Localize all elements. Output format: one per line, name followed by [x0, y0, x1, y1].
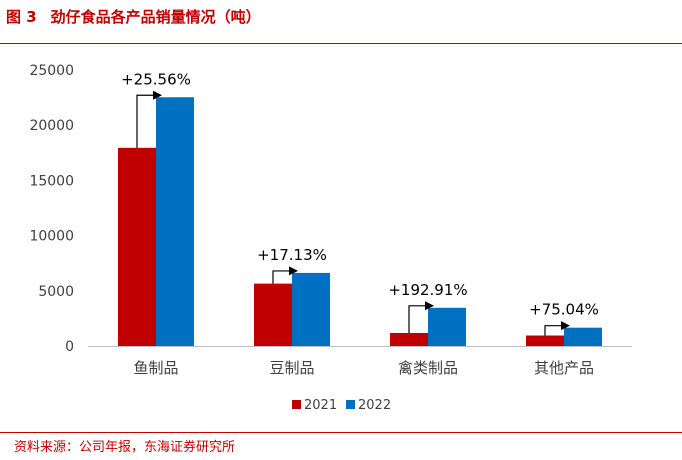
annotations: +25.56% +17.13% +192.91% +75.04% — [121, 70, 599, 336]
growth-label: +17.13% — [257, 246, 327, 264]
legend: 2021 2022 — [292, 398, 391, 413]
growth-arrowhead — [289, 266, 298, 276]
figure-title: 图 3 劲仔食品各产品销量情况（吨） — [6, 5, 261, 29]
growth-arrow — [272, 270, 294, 284]
legend-label: 2021 — [304, 398, 337, 413]
bar-2021 — [526, 335, 564, 346]
bar-2022 — [156, 97, 194, 346]
figure-number: 图 3 — [6, 8, 37, 26]
y-tick-label: 15000 — [29, 173, 74, 189]
growth-arrowhead — [561, 321, 570, 331]
bars — [118, 97, 602, 346]
bar-2021 — [390, 332, 428, 346]
growth-arrow — [408, 305, 430, 333]
growth-label: +75.04% — [529, 301, 599, 319]
legend-swatch — [292, 400, 301, 409]
y-tick-label: 25000 — [29, 63, 74, 79]
legend-label: 2022 — [358, 398, 391, 413]
bar-chart: 0 5000 10000 15000 20000 25000 +25.56% +17.13%… — [29, 63, 632, 413]
growth-label: +192.91% — [388, 281, 467, 299]
x-tick-label: 禽类制品 — [398, 359, 458, 377]
growth-arrowhead — [425, 301, 434, 311]
y-axis: 0 5000 10000 15000 20000 25000 — [29, 63, 74, 355]
bar-2021 — [118, 147, 156, 346]
x-axis: 鱼制品 豆制品 禽类制品 其他产品 — [88, 346, 632, 377]
source-note: 资料来源：公司年报，东海证券研究所 — [14, 440, 236, 455]
x-tick-label: 豆制品 — [269, 359, 314, 377]
y-tick-label: 5000 — [38, 284, 74, 300]
bar-2022 — [564, 327, 602, 346]
figure-title-text: 劲仔食品各产品销量情况（吨） — [50, 8, 261, 26]
bar-2022 — [292, 272, 330, 346]
legend-swatch — [346, 400, 355, 409]
x-tick-label: 鱼制品 — [133, 359, 178, 377]
growth-arrow — [544, 325, 566, 336]
bar-2022 — [428, 307, 466, 346]
growth-arrow — [136, 94, 158, 148]
y-tick-label: 0 — [65, 339, 74, 355]
y-tick-label: 20000 — [29, 118, 74, 134]
y-tick-label: 10000 — [29, 229, 74, 245]
x-tick-label: 其他产品 — [534, 359, 594, 377]
bar-2021 — [254, 283, 292, 346]
growth-arrowhead — [153, 90, 162, 100]
growth-label: +25.56% — [121, 70, 191, 88]
bottom-rule — [0, 432, 682, 433]
top-rule — [0, 43, 682, 44]
